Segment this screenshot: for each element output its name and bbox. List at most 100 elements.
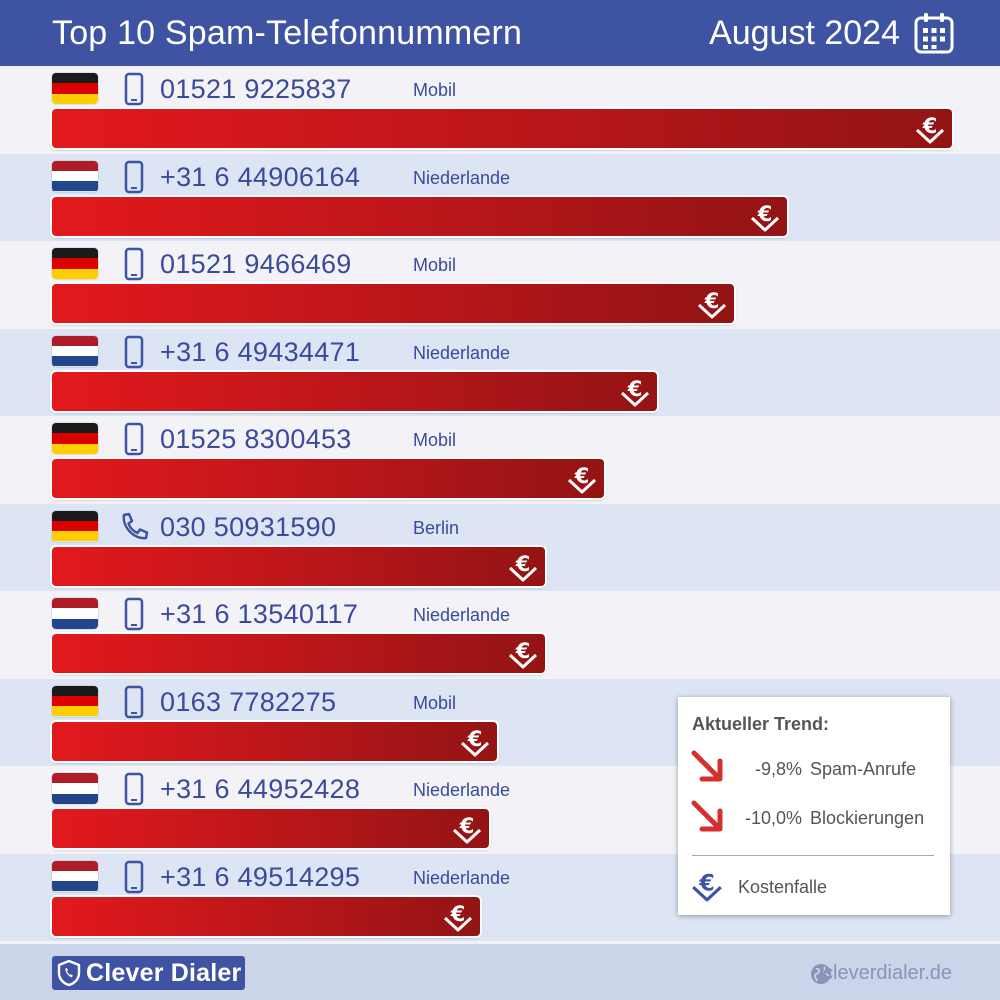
spam-bar: € <box>52 721 497 761</box>
spam-bar: € <box>52 809 489 848</box>
euro-trap-icon: € <box>567 464 597 494</box>
euro-trap-icon: € <box>460 727 490 756</box>
number-type-label: Niederlande <box>413 167 511 188</box>
phone-number: 01525 8300453 <box>160 424 352 454</box>
netherlands-flag-icon <box>52 160 98 192</box>
brand-logo[interactable]: Clever Dialer <box>52 956 245 990</box>
svg-text:€: € <box>515 639 531 663</box>
germany-flag-icon <box>52 423 98 454</box>
svg-text:€: € <box>627 377 643 401</box>
mobile-phone-icon <box>124 597 144 631</box>
trend-spam-value: -9,8% <box>754 759 802 779</box>
svg-text:€: € <box>459 814 475 838</box>
spam-bar: € <box>52 371 657 411</box>
spam-bar: € <box>52 109 952 148</box>
trend-divider <box>692 855 934 856</box>
phone-number: 0163 7782275 <box>160 686 337 717</box>
phone-number: 01521 9466469 <box>160 249 352 279</box>
website-link[interactable]: cleverdialer.de <box>823 962 952 984</box>
euro-trap-icon: € <box>508 639 538 669</box>
germany-flag-icon <box>52 73 98 104</box>
spam-bar: € <box>52 459 604 498</box>
calendar-icon <box>914 13 954 54</box>
mobile-phone-icon <box>124 772 144 806</box>
list-item: 01521 9225837 Mobil € <box>0 66 1000 154</box>
arrow-down-right-icon <box>691 800 723 832</box>
number-type-label: Mobil <box>413 430 457 450</box>
euro-trap-icon: € <box>697 289 727 319</box>
trend-spam-label: Spam-Anrufe <box>810 759 917 779</box>
number-type-label: Niederlande <box>413 780 511 800</box>
spam-bar: € <box>52 284 734 323</box>
euro-trap-icon: € <box>915 114 945 144</box>
svg-text:€: € <box>922 114 938 138</box>
trend-title: Aktueller Trend: <box>692 714 830 734</box>
shield-phone-icon <box>57 959 81 987</box>
number-type-label: Niederlande <box>413 867 511 888</box>
chart-title: Top 10 Spam-Telefonnummern <box>52 14 523 52</box>
globe-icon <box>811 964 831 984</box>
svg-text:€: € <box>450 902 466 926</box>
germany-flag-icon <box>52 510 98 542</box>
legend-label: Kostenfalle <box>738 877 828 897</box>
svg-text:€: € <box>574 464 590 488</box>
phone-number: +31 6 13540117 <box>160 599 359 629</box>
list-item: 01525 8300453 Mobil € <box>0 416 1000 504</box>
mobile-phone-icon <box>124 72 144 106</box>
number-type-label: Niederlande <box>413 342 511 363</box>
list-item: +31 6 49514295 Niederlande € <box>0 853 1000 941</box>
list-item: +31 6 44906164 Niederlande € <box>0 153 1000 241</box>
list-item: +31 6 49434471 Niederlande € <box>0 328 1000 416</box>
number-type-label: Berlin <box>413 517 460 538</box>
spam-bar: € <box>52 196 787 236</box>
phone-number: 01521 9225837 <box>160 74 352 104</box>
svg-text:€: € <box>757 202 773 226</box>
euro-trap-icon: € <box>443 902 473 931</box>
netherlands-flag-icon <box>52 860 98 892</box>
mobile-phone-icon <box>124 685 144 718</box>
euro-trap-icon: € <box>692 870 722 902</box>
spam-bar: € <box>52 634 545 673</box>
header-bar: Top 10 Spam-Telefonnummern August 2024 <box>0 0 1000 66</box>
list-item: +31 6 13540117 Niederlande € <box>0 591 1000 679</box>
euro-trap-icon: € <box>750 202 780 231</box>
list-item: 030 50931590 Berlin € <box>0 503 1000 591</box>
spam-bar: € <box>52 546 545 586</box>
svg-text:€: € <box>515 552 531 576</box>
phone-number: +31 6 49434471 <box>160 336 361 367</box>
euro-trap-icon: € <box>508 552 538 581</box>
netherlands-flag-icon <box>52 773 98 804</box>
chart-date: August 2024 <box>709 14 900 52</box>
mobile-phone-icon <box>124 422 144 456</box>
netherlands-flag-icon <box>52 335 98 367</box>
svg-text:€: € <box>704 289 720 313</box>
netherlands-flag-icon <box>52 598 98 629</box>
euro-trap-icon: € <box>452 814 482 844</box>
germany-flag-icon <box>52 248 98 279</box>
brand-name: Clever Dialer <box>86 959 242 987</box>
trend-panel: Aktueller Trend: -9,8% Spam-Anrufe -10,0… <box>678 697 950 915</box>
number-type-label: Niederlande <box>413 605 511 625</box>
phone-number: +31 6 44952428 <box>160 774 361 804</box>
number-type-label: Mobil <box>413 255 457 275</box>
number-type-label: Mobil <box>413 692 457 713</box>
mobile-phone-icon <box>124 860 144 893</box>
germany-flag-icon <box>52 685 98 717</box>
mobile-phone-icon <box>124 335 144 368</box>
landline-phone-icon <box>122 512 149 539</box>
list-item: 01521 9466469 Mobil € <box>0 241 1000 329</box>
trend-block-label: Blockierungen <box>810 808 925 828</box>
euro-trap-icon: € <box>620 377 650 406</box>
mobile-phone-icon <box>124 247 144 281</box>
arrow-down-right-icon <box>691 750 723 782</box>
phone-number: 030 50931590 <box>160 511 337 542</box>
trend-block-value: -10,0% <box>744 808 802 828</box>
svg-text:€: € <box>467 727 483 751</box>
number-type-label: Mobil <box>413 80 457 100</box>
footer-bar: Clever Dialer cleverdialer.de <box>0 944 1000 1000</box>
phone-number: +31 6 49514295 <box>160 861 361 892</box>
spam-bar: € <box>52 896 480 936</box>
mobile-phone-icon <box>124 160 144 193</box>
svg-text:€: € <box>698 870 715 896</box>
phone-number: +31 6 44906164 <box>160 161 361 192</box>
